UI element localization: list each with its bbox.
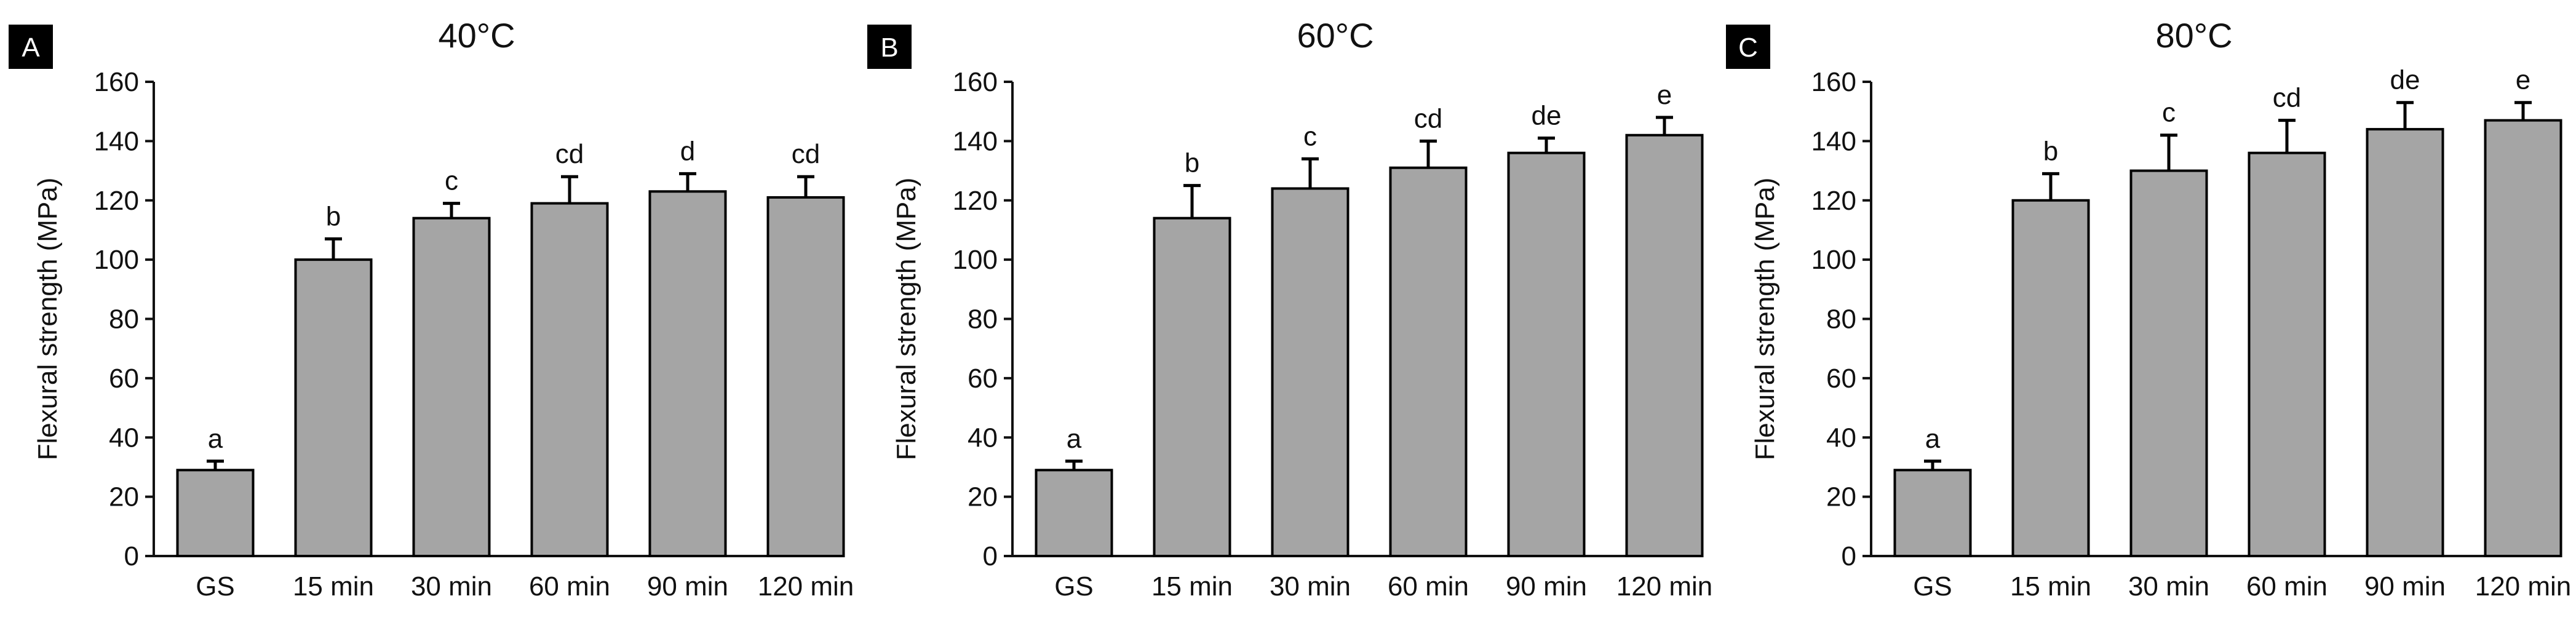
bar xyxy=(2366,128,2444,558)
bar xyxy=(530,202,609,558)
significance-letter: cd xyxy=(555,139,584,169)
y-tick-label: 140 xyxy=(953,126,998,156)
y-tick-label: 20 xyxy=(1826,482,1856,512)
x-tick-label: 60 min xyxy=(529,571,610,602)
x-tick-label: GS xyxy=(196,571,235,602)
significance-letter: a xyxy=(1067,424,1082,454)
y-axis-label: Flexural strength (MPa) xyxy=(891,178,921,461)
chart-panel-c: C 80°C Flexural strength (MPa) 0 20 40 60 80 100… xyxy=(1717,0,2576,620)
panel-label-badge xyxy=(9,25,53,69)
x-tick-label: 60 min xyxy=(1388,571,1469,602)
bar xyxy=(412,217,491,558)
y-tick-label: 0 xyxy=(983,541,998,571)
x-tick-label: 120 min xyxy=(758,571,854,602)
significance-letter: b xyxy=(1185,148,1199,178)
y-tick-label: 160 xyxy=(1811,67,1856,97)
y-tick-label: 0 xyxy=(1842,541,1856,571)
bar xyxy=(2484,119,2562,558)
y-tick-label: 120 xyxy=(1811,186,1856,216)
significance-letter: de xyxy=(2390,65,2420,95)
bar xyxy=(1153,217,1231,558)
bar-chart-a: A 40°C Flexural strength (MPa) 0 20 40 60 80 100… xyxy=(9,16,854,602)
x-tick-label: GS xyxy=(1913,571,1952,602)
significance-letter: d xyxy=(680,136,695,166)
significance-letter: e xyxy=(1657,80,1672,110)
panel-label: A xyxy=(22,33,40,63)
chart-title: 40°C xyxy=(438,16,515,55)
panel-label: C xyxy=(1738,33,1758,63)
y-axis-label: Flexural strength (MPa) xyxy=(1750,178,1780,461)
bar xyxy=(1035,469,1113,557)
chart-panel-a: A 40°C Flexural strength (MPa) 0 20 40 60 80 100… xyxy=(0,0,859,620)
y-tick-label: 20 xyxy=(109,482,139,512)
x-tick-label: 15 min xyxy=(2010,571,2091,602)
y-tick-label: 100 xyxy=(953,245,998,275)
bar-chart-b: B 60°C Flexural strength (MPa) 0 20 40 60 80 100… xyxy=(867,16,1713,602)
x-tick-label: 30 min xyxy=(2128,571,2209,602)
bar xyxy=(294,258,373,557)
significance-letter: cd xyxy=(2273,83,2301,113)
y-tick-label: 0 xyxy=(124,541,139,571)
significance-letter: cd xyxy=(1414,103,1442,133)
panel-label-badge xyxy=(867,25,912,69)
y-tick-label: 80 xyxy=(1826,304,1856,335)
x-tick-label: 30 min xyxy=(1270,571,1351,602)
bar xyxy=(2011,199,2090,557)
y-tick-label: 60 xyxy=(1826,364,1856,394)
y-tick-label: 40 xyxy=(968,423,998,453)
y-tick-label: 140 xyxy=(94,126,139,156)
significance-letter: c xyxy=(2162,98,2176,128)
significance-letter: b xyxy=(2043,136,2058,166)
bar xyxy=(1389,166,1468,557)
bar xyxy=(1625,133,1704,558)
x-tick-label: 120 min xyxy=(2475,571,2572,602)
bar xyxy=(2248,151,2326,557)
significance-letter: b xyxy=(326,201,341,231)
panel-label: B xyxy=(880,33,898,63)
significance-letter: c xyxy=(445,166,458,196)
y-tick-label: 160 xyxy=(94,67,139,97)
x-tick-label: 30 min xyxy=(411,571,492,602)
x-tick-label: 90 min xyxy=(2364,571,2446,602)
x-tick-label: 90 min xyxy=(1506,571,1587,602)
x-tick-label: 90 min xyxy=(647,571,728,602)
y-tick-label: 120 xyxy=(94,186,139,216)
y-tick-label: 40 xyxy=(1826,423,1856,453)
significance-letter: a xyxy=(208,424,223,454)
y-tick-label: 80 xyxy=(109,304,139,335)
x-tick-label: GS xyxy=(1054,571,1094,602)
y-tick-label: 80 xyxy=(968,304,998,335)
significance-letter: e xyxy=(2516,65,2530,95)
chart-title: 60°C xyxy=(1297,16,1373,55)
y-tick-label: 20 xyxy=(968,482,998,512)
significance-letter: cd xyxy=(792,139,820,169)
x-tick-label: 15 min xyxy=(1151,571,1233,602)
bar xyxy=(1893,469,1972,557)
significance-letter: c xyxy=(1303,121,1317,151)
bar-chart-c: C 80°C Flexural strength (MPa) 0 20 40 60 80 100… xyxy=(1726,16,2572,602)
y-tick-label: 100 xyxy=(94,245,139,275)
significance-letter: de xyxy=(1532,101,1562,131)
chart-title: 80°C xyxy=(2155,16,2232,55)
y-tick-label: 140 xyxy=(1811,126,1856,156)
x-tick-label: 60 min xyxy=(2246,571,2328,602)
y-axis-label: Flexural strength (MPa) xyxy=(33,178,63,461)
panel-label-badge xyxy=(1726,25,1770,69)
chart-panel-b: B 60°C Flexural strength (MPa) 0 20 40 60 80 100… xyxy=(859,0,1717,620)
y-tick-label: 60 xyxy=(109,364,139,394)
x-tick-label: 15 min xyxy=(293,571,374,602)
significance-letter: a xyxy=(1925,424,1941,454)
bar xyxy=(2129,169,2208,557)
y-tick-label: 120 xyxy=(953,186,998,216)
bar xyxy=(1271,187,1350,558)
bar xyxy=(648,190,727,557)
y-tick-label: 60 xyxy=(968,364,998,394)
bar xyxy=(176,469,255,557)
bar xyxy=(1507,151,1586,557)
bar xyxy=(766,196,845,557)
x-tick-label: 120 min xyxy=(1616,571,1713,602)
y-tick-label: 100 xyxy=(1811,245,1856,275)
y-tick-label: 160 xyxy=(953,67,998,97)
y-tick-label: 40 xyxy=(109,423,139,453)
